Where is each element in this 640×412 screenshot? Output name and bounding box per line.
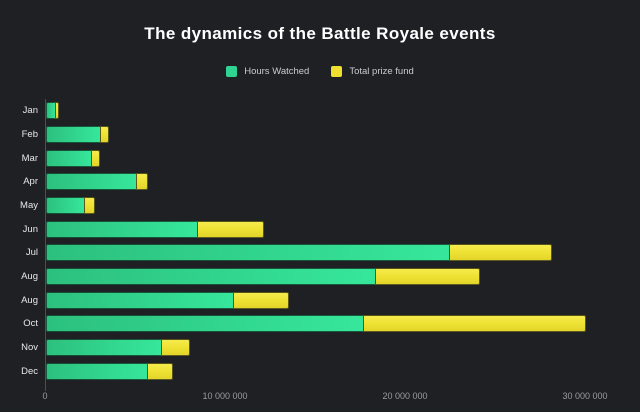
x-tick-label: 0 bbox=[42, 391, 48, 401]
bar-segment-total-prize-fund[interactable] bbox=[449, 244, 552, 262]
chart-title: The dynamics of the Battle Royale events bbox=[144, 24, 496, 43]
chart-row-apr-3: Apr bbox=[0, 170, 640, 194]
legend-item-hours-watched[interactable]: Hours Watched bbox=[226, 66, 309, 77]
chart-row-aug-8: Aug bbox=[0, 288, 640, 312]
bar-segment-hours-watched[interactable] bbox=[46, 126, 100, 143]
stacked-bar bbox=[46, 102, 59, 120]
chart-row-aug-7: Aug bbox=[0, 265, 640, 289]
bar-segment-total-prize-fund[interactable] bbox=[136, 173, 148, 191]
bar-segment-total-prize-fund[interactable] bbox=[55, 102, 59, 120]
month-label: Feb bbox=[21, 129, 38, 140]
chart-row-jan-0: Jan bbox=[0, 99, 640, 123]
bar-segment-total-prize-fund[interactable] bbox=[375, 268, 480, 286]
chart-row-dec-11: Dec bbox=[0, 359, 640, 383]
bar-rows: Jan Feb Mar Apr May Jun Jul Aug Aug Oct Nov Dec bbox=[0, 99, 640, 383]
month-label: Jan bbox=[22, 105, 38, 117]
chart-row-jul-6: Jul bbox=[0, 241, 640, 265]
stacked-bar bbox=[46, 339, 190, 357]
bar-segment-hours-watched[interactable] bbox=[46, 339, 162, 357]
total-prize-fund-swatch-icon bbox=[331, 66, 343, 77]
stacked-bar bbox=[46, 197, 95, 215]
x-tick-label: 10 000 000 bbox=[202, 391, 248, 401]
stacked-bar bbox=[46, 362, 173, 380]
month-label: Jun bbox=[22, 223, 38, 235]
plot-area: Jan Feb Mar Apr May Jun Jul Aug Aug Oct Nov Dec 0 10… bbox=[0, 99, 640, 401]
bar-segment-total-prize-fund[interactable] bbox=[146, 362, 173, 380]
stacked-bar bbox=[46, 220, 264, 238]
stacked-bar bbox=[46, 149, 100, 167]
chart-row-oct-9: Oct bbox=[0, 312, 640, 336]
chart-row-may-4: May bbox=[0, 194, 640, 218]
month-label: May bbox=[20, 200, 38, 212]
legend-label-hours-watched: Hours Watched bbox=[244, 66, 310, 77]
chart-row-jun-5: Jun bbox=[0, 217, 640, 241]
bar-segment-total-prize-fund[interactable] bbox=[161, 339, 190, 357]
stacked-bar bbox=[46, 268, 480, 286]
month-label: Oct bbox=[23, 318, 38, 330]
bar-segment-hours-watched[interactable] bbox=[46, 173, 136, 191]
chart-row-nov-10: Nov bbox=[0, 336, 640, 360]
month-label: Jul bbox=[25, 247, 38, 259]
x-axis-zero-tick bbox=[45, 387, 46, 391]
bar-segment-total-prize-fund[interactable] bbox=[100, 126, 109, 143]
bar-segment-hours-watched[interactable] bbox=[46, 291, 234, 309]
hours-watched-swatch-icon bbox=[226, 66, 238, 77]
chart-row-feb-1: Feb bbox=[0, 123, 640, 147]
bar-segment-hours-watched[interactable] bbox=[46, 244, 450, 262]
stacked-bar bbox=[46, 126, 109, 143]
month-label: Aug bbox=[21, 271, 38, 283]
month-label: Dec bbox=[21, 365, 38, 377]
bar-segment-total-prize-fund[interactable] bbox=[362, 315, 586, 333]
bar-segment-hours-watched[interactable] bbox=[46, 102, 55, 120]
stacked-bar bbox=[46, 244, 552, 262]
bar-segment-hours-watched[interactable] bbox=[46, 197, 84, 215]
month-label: Mar bbox=[21, 152, 38, 164]
bar-segment-total-prize-fund[interactable] bbox=[83, 197, 95, 215]
bar-segment-hours-watched[interactable] bbox=[46, 362, 147, 380]
month-label: Apr bbox=[23, 176, 38, 188]
legend-label-total-prize-fund: Total prize fund bbox=[349, 66, 414, 77]
x-tick-label: 20 000 000 bbox=[382, 391, 428, 401]
stacked-bar bbox=[46, 173, 148, 191]
bar-segment-total-prize-fund[interactable] bbox=[197, 220, 264, 238]
x-axis: 0 10 000 000 20 000 000 30 000 000 bbox=[0, 387, 640, 407]
bar-segment-hours-watched[interactable] bbox=[46, 315, 363, 333]
month-label: Aug bbox=[21, 294, 38, 306]
bar-segment-total-prize-fund[interactable] bbox=[233, 291, 289, 309]
x-tick-label: 30 000 000 bbox=[562, 391, 608, 401]
stacked-bar bbox=[46, 315, 586, 333]
stacked-bar bbox=[46, 291, 289, 309]
bar-segment-hours-watched[interactable] bbox=[46, 149, 91, 167]
month-label: Nov bbox=[21, 342, 38, 354]
bar-segment-hours-watched[interactable] bbox=[46, 220, 198, 238]
chart-row-mar-2: Mar bbox=[0, 146, 640, 170]
y-axis-line bbox=[45, 99, 46, 387]
bar-segment-total-prize-fund[interactable] bbox=[91, 149, 100, 167]
chart-legend: Hours Watched Total prize fund bbox=[0, 66, 640, 77]
bar-segment-hours-watched[interactable] bbox=[46, 268, 376, 286]
legend-item-total-prize-fund[interactable]: Total prize fund bbox=[331, 66, 414, 77]
